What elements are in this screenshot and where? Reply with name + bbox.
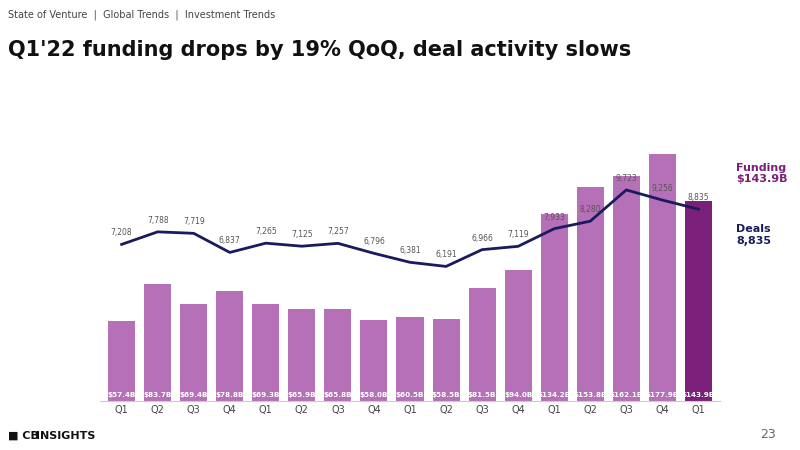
Text: $69.4B: $69.4B [179,392,208,398]
Text: 9,256: 9,256 [651,184,674,193]
Bar [577,187,604,400]
Text: $83.7B: $83.7B [143,392,172,398]
Text: 7,257: 7,257 [327,227,349,236]
Bar [180,304,207,400]
Text: ■ CB: ■ CB [8,431,39,441]
Bar [288,309,315,400]
Bar [433,320,459,400]
Text: $81.5B: $81.5B [468,392,496,398]
Text: $177.9B: $177.9B [646,392,679,398]
Text: Q1'22 funding drops by 19% QoQ, deal activity slows: Q1'22 funding drops by 19% QoQ, deal act… [8,40,631,60]
Bar [144,284,171,400]
Text: 6,966: 6,966 [471,234,493,243]
Text: 6,381: 6,381 [399,246,421,255]
Text: $143.9B: $143.9B [682,392,715,398]
Text: Deals
8,835: Deals 8,835 [736,225,771,246]
Text: 9,723: 9,723 [615,174,637,183]
Bar [469,288,496,400]
Text: $134.2B: $134.2B [538,392,571,398]
Text: 8,835: 8,835 [687,193,709,202]
Text: $65.8B: $65.8B [323,392,352,398]
Text: 7,788: 7,788 [147,216,169,225]
Text: INSIGHTS: INSIGHTS [36,431,95,441]
Bar [685,201,712,400]
Text: 6,191: 6,191 [435,251,457,260]
Text: $162.1B: $162.1B [610,392,643,398]
Text: 6,796: 6,796 [363,238,385,247]
Text: 7,265: 7,265 [255,227,277,236]
Bar [505,270,532,400]
Bar [397,317,423,400]
Text: $58.5B: $58.5B [432,392,460,398]
Bar [613,176,640,400]
Bar [216,291,243,400]
Bar [649,154,676,400]
Bar [361,320,387,400]
Text: $57.4B: $57.4B [107,392,136,398]
Text: $65.9B: $65.9B [287,392,316,398]
Text: $58.0B: $58.0B [360,392,388,398]
Text: Funding
$143.9B: Funding $143.9B [736,162,788,184]
Text: State of Venture  |  Global Trends  |  Investment Trends: State of Venture | Global Trends | Inves… [8,9,275,19]
Text: $94.0B: $94.0B [504,392,532,398]
Text: $60.5B: $60.5B [396,392,424,398]
Text: $153.8B: $153.8B [574,392,607,398]
Bar [324,309,351,400]
Text: 8,280: 8,280 [579,205,601,214]
Text: $69.3B: $69.3B [251,392,280,398]
Bar [541,215,568,400]
Text: $78.8B: $78.8B [215,392,244,398]
Text: 7,719: 7,719 [183,217,205,226]
Text: 7,208: 7,208 [111,229,133,238]
Text: 23: 23 [760,428,776,441]
Bar [252,305,279,400]
Text: 7,125: 7,125 [291,230,313,239]
Text: 7,119: 7,119 [507,230,529,239]
Bar [108,321,135,400]
Text: 7,933: 7,933 [543,213,565,222]
Text: 6,837: 6,837 [219,237,241,246]
